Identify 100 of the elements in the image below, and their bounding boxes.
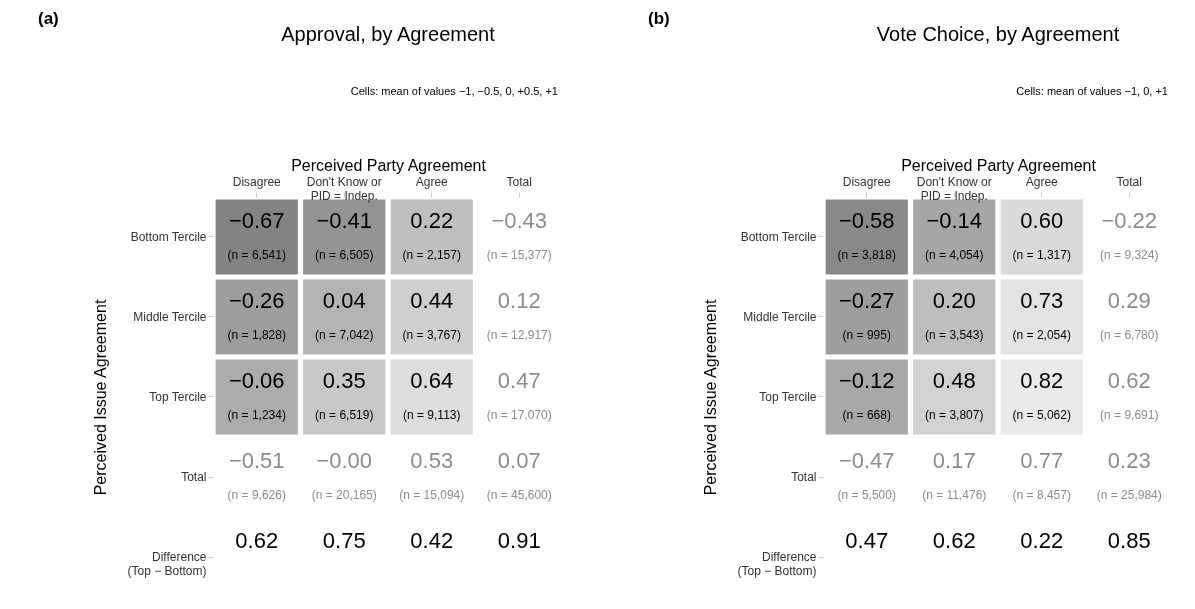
annotation: (n = 20,165) — [311, 488, 377, 502]
data-label: 0.77 — [1020, 448, 1064, 473]
data-label: 0.23 — [1107, 448, 1151, 473]
annotation: (n = 4,054) — [925, 248, 984, 262]
y-axis-title: Perceived Issue Agreement — [92, 299, 110, 496]
annotation: (n = 3,767) — [402, 328, 461, 342]
annotation: (n = 1,317) — [1012, 248, 1071, 262]
data-label: −0.22 — [1101, 208, 1158, 233]
y-tick-label: Middle Tercile — [133, 310, 207, 324]
y-tick-label: Difference (Top − Bottom) — [127, 550, 207, 578]
annotation: (n = 11,476) — [922, 488, 987, 502]
text: (a) — [38, 9, 59, 28]
data-label: 0.64 — [410, 368, 454, 393]
annotation: (n = 668) — [842, 408, 891, 422]
annotation: (n = 12,917) — [486, 328, 552, 342]
x-tick-label: Agree — [415, 174, 449, 189]
data-label: 0.47 — [497, 368, 541, 393]
annotation: (n = 995) — [842, 328, 891, 342]
annotation: (n = 3,543) — [925, 328, 984, 342]
y-tick-label: Top Tercile — [759, 390, 817, 404]
x-tick-label: Total — [1116, 174, 1142, 189]
text: Cells: mean of values −1, −0.5, 0, +0.5, +1 — [350, 85, 558, 97]
y-tick-label: Middle Tercile — [743, 310, 817, 324]
x-tick-label: Don't Know or PID = Indep. — [306, 174, 382, 203]
data-label: 0.35 — [322, 368, 366, 393]
text: Cells: mean of values −1, 0, +1 — [1016, 85, 1168, 97]
data-label: 0.91 — [497, 528, 541, 553]
data-label: −0.47 — [838, 448, 895, 473]
data-label: −0.67 — [228, 208, 285, 233]
data-label: −0.00 — [316, 448, 373, 473]
x-tick-label: Disagree — [232, 174, 282, 189]
annotation: (n = 7,042) — [315, 328, 374, 342]
chart-title: Approval, by Agreement — [281, 23, 496, 45]
data-label: 0.53 — [410, 448, 454, 473]
x-axis-title: Perceived Party Agreement — [291, 156, 487, 174]
data-label: 0.22 — [1020, 528, 1064, 553]
y-axis-title: Perceived Issue Agreement — [702, 299, 720, 496]
annotation: (n = 5,500) — [837, 488, 896, 502]
data-label: 0.85 — [1107, 528, 1151, 553]
data-label: 0.62 — [932, 528, 976, 553]
y-tick-label: Bottom Tercile — [740, 230, 817, 244]
data-label: −0.26 — [228, 288, 285, 313]
annotation: (n = 25,984) — [1096, 488, 1162, 502]
y-tick-label: Bottom Tercile — [130, 230, 207, 244]
data-label: −0.43 — [491, 208, 548, 233]
data-label: 0.07 — [497, 448, 541, 473]
data-label: 0.22 — [410, 208, 454, 233]
data-label: −0.12 — [838, 368, 895, 393]
x-tick-label: Don't Know or PID = Indep. — [916, 174, 992, 203]
annotation: (n = 9,626) — [227, 488, 286, 502]
annotation: (n = 6,519) — [315, 408, 374, 422]
annotation: (n = 3,807) — [925, 408, 984, 422]
data-label: −0.58 — [838, 208, 895, 233]
annotation: (n = 9,324) — [1100, 248, 1159, 262]
data-label: −0.51 — [228, 448, 285, 473]
data-label: −0.41 — [316, 208, 373, 233]
x-tick-label: Agree — [1025, 174, 1059, 189]
annotation: (n = 6,780) — [1100, 328, 1159, 342]
data-label: −0.06 — [228, 368, 285, 393]
data-label: 0.48 — [932, 368, 976, 393]
data-label: 0.29 — [1107, 288, 1151, 313]
annotation: (n = 9,691) — [1100, 408, 1159, 422]
x-tick-label: Disagree — [842, 174, 892, 189]
data-label: 0.12 — [497, 288, 541, 313]
text: (b) — [648, 9, 670, 28]
data-label: 0.75 — [322, 528, 366, 553]
data-label: 0.62 — [235, 528, 279, 553]
annotation: (n = 17,070) — [486, 408, 552, 422]
annotation: (n = 15,377) — [486, 248, 552, 262]
data-label: 0.60 — [1020, 208, 1064, 233]
data-label: −0.14 — [926, 208, 983, 233]
annotation: (n = 2,054) — [1012, 328, 1071, 342]
data-label: 0.17 — [932, 448, 976, 473]
data-label: 0.82 — [1020, 368, 1064, 393]
data-label: 0.04 — [322, 288, 366, 313]
y-tick-label: Difference (Top − Bottom) — [737, 550, 817, 578]
data-label: 0.42 — [410, 528, 454, 553]
annotation: (n = 8,457) — [1012, 488, 1071, 502]
annotation: (n = 9,113) — [403, 408, 461, 422]
y-tick-label: Total — [791, 470, 817, 484]
annotation: (n = 3,818) — [837, 248, 896, 262]
data-label: 0.44 — [410, 288, 454, 313]
y-tick-label: Total — [181, 470, 207, 484]
y-tick-label: Top Tercile — [149, 390, 207, 404]
annotation: (n = 1,828) — [227, 328, 286, 342]
annotation: (n = 2,157) — [402, 248, 461, 262]
annotation: (n = 1,234) — [227, 408, 286, 422]
x-tick-label: Total — [506, 174, 532, 189]
x-axis-title: Perceived Party Agreement — [901, 156, 1097, 174]
data-label: 0.62 — [1107, 368, 1151, 393]
annotation: (n = 15,094) — [399, 488, 465, 502]
annotation: (n = 6,541) — [227, 248, 286, 262]
annotation: (n = 6,505) — [315, 248, 374, 262]
chart-title: Vote Choice, by Agreement — [876, 23, 1120, 45]
data-label: 0.73 — [1020, 288, 1064, 313]
data-label: 0.20 — [932, 288, 976, 313]
annotation: (n = 5,062) — [1012, 408, 1071, 422]
data-label: −0.27 — [838, 288, 895, 313]
data-label: 0.47 — [845, 528, 889, 553]
annotation: (n = 45,600) — [486, 488, 552, 502]
